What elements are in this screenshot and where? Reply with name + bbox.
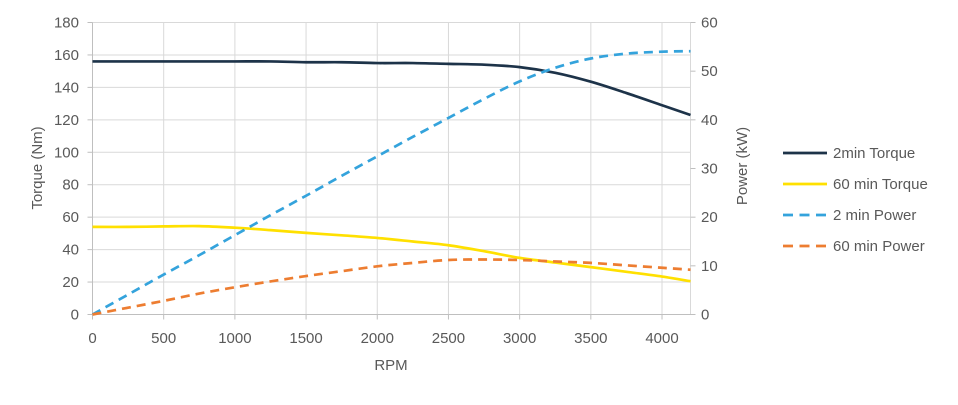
legend-item-2min-torque: 2min Torque xyxy=(783,145,915,162)
legend: 2min Torque 60 min Torque 2 min Power 60 mi… xyxy=(783,145,928,255)
x-tick-label: 2500 xyxy=(432,330,465,347)
right-tick-label: 50 xyxy=(701,63,718,80)
x-tick-label: 4000 xyxy=(645,330,678,347)
series-line-2min-torque xyxy=(92,60,691,117)
legend-label: 60 min Power xyxy=(833,238,925,255)
x-tick-label: 1000 xyxy=(218,330,251,347)
right-tick-label: 0 xyxy=(701,307,709,324)
left-axis-title: Torque (Nm) xyxy=(29,126,46,209)
left-tick-label: 20 xyxy=(62,274,79,291)
left-tick-label: 140 xyxy=(54,79,79,96)
left-tick-label: 80 xyxy=(62,177,79,194)
right-tick-label: 40 xyxy=(701,112,718,129)
data-series xyxy=(91,49,691,316)
left-tick-label: 100 xyxy=(54,144,79,161)
x-tick-label: 3500 xyxy=(574,330,607,347)
right-tick-label: 20 xyxy=(701,209,718,226)
legend-label: 2min Torque xyxy=(833,145,915,162)
right-tick-label: 30 xyxy=(701,161,718,178)
series-line-60-min-power xyxy=(92,258,691,316)
legend-item-2-min-power: 2 min Power xyxy=(783,207,916,224)
left-tick-label: 60 xyxy=(62,209,79,226)
series-line-60-min-torque xyxy=(92,224,691,283)
x-tick-label: 1500 xyxy=(289,330,322,347)
x-tick-label: 3000 xyxy=(503,330,536,347)
gridlines xyxy=(92,22,691,315)
right-tick-label: 10 xyxy=(701,258,718,275)
left-tick-label: 0 xyxy=(71,307,79,324)
legend-item-60-min-torque: 60 min Torque xyxy=(783,176,928,193)
axis-tick-labels: 0 500 1000 1500 2000 2500 3000 3500 400018016014… xyxy=(54,15,718,348)
axes xyxy=(87,22,696,320)
left-tick-label: 120 xyxy=(54,112,79,129)
x-tick-label: 2000 xyxy=(361,330,394,347)
right-tick-label: 60 xyxy=(701,15,718,32)
x-tick-label: 500 xyxy=(151,330,176,347)
legend-label: 2 min Power xyxy=(833,207,916,224)
series-line-2-min-power xyxy=(91,49,691,316)
left-tick-label: 40 xyxy=(62,242,79,259)
x-tick-label: 0 xyxy=(88,330,96,347)
left-tick-label: 180 xyxy=(54,15,79,32)
legend-item-60-min-power: 60 min Power xyxy=(783,238,925,255)
left-tick-label: 160 xyxy=(54,47,79,64)
legend-label: 60 min Torque xyxy=(833,176,928,193)
x-axis-title: RPM xyxy=(374,357,407,374)
right-axis-title: Power (kW) xyxy=(734,127,751,205)
